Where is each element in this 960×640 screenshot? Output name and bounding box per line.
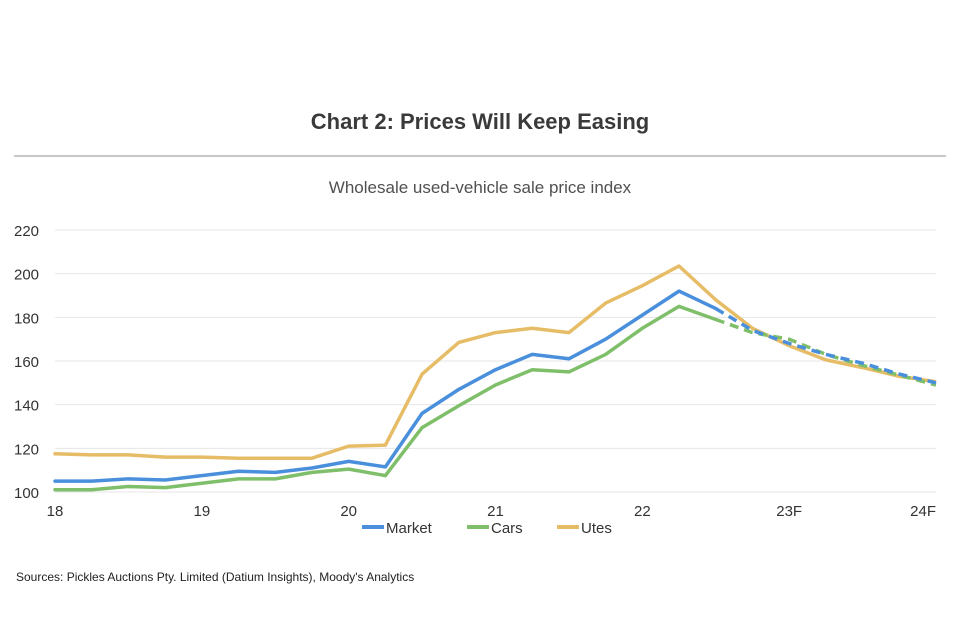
x-tick-label: 23F [776,503,802,520]
y-tick-label: 180 [14,310,39,327]
series-line-market [53,289,718,483]
y-tick-label: 160 [14,354,39,371]
x-tick-label: 20 [340,503,357,520]
x-tick-label: 24F [910,503,936,520]
gridlines [55,229,936,493]
chart-title: Chart 2: Prices Will Keep Easing [310,109,650,134]
y-tick-label: 220 [14,223,39,240]
y-tick-label: 120 [14,441,39,458]
title-divider [14,155,946,157]
y-tick-label: 140 [14,398,39,415]
x-tick-label: 22 [634,503,651,520]
x-tick-label: 19 [193,503,210,520]
x-axis-labels: 18 19 20 21 22 23F 24F [47,503,936,520]
y-axis-labels: 100 120 140 160 180 200 220 [14,223,39,502]
series-forecast-utes [714,298,937,384]
series-forecast-market [714,307,937,385]
y-tick-label: 200 [14,267,39,284]
series-lines [53,264,937,492]
source-note: Sources: Pickles Auctions Pty. Limited (… [16,570,415,584]
series-line-cars [53,304,718,492]
y-tick-label: 100 [14,485,39,502]
x-tick-label: 18 [47,503,64,520]
legend-label-cars: Cars [491,520,523,537]
chart-subtitle: Wholesale used-vehicle sale price index [328,178,632,197]
legend-label-market: Market [386,520,433,537]
legend: Market Cars Utes [362,520,612,537]
series-forecast-cars [715,317,937,387]
series-line-utes [53,264,718,460]
x-tick-label: 21 [487,503,504,520]
legend-label-utes: Utes [581,520,612,537]
